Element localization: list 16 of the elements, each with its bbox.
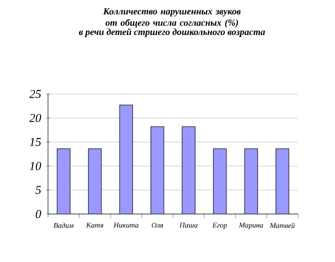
bar bbox=[150, 126, 164, 214]
bar bbox=[120, 105, 133, 214]
bar bbox=[244, 148, 258, 214]
y-tick-label: 0 bbox=[36, 210, 42, 218]
bar bbox=[57, 148, 70, 214]
bar bbox=[276, 148, 290, 214]
y-tick-label: 10 bbox=[30, 162, 42, 170]
y-tick-label: 25 bbox=[29, 90, 41, 98]
y-tick-label: 15 bbox=[30, 138, 41, 146]
y-tick-label: 5 bbox=[35, 186, 41, 194]
chart-title: Колличество нарушенных звуков от общего числа согласных (%) bbox=[103, 8, 241, 28]
y-tick-label: 20 bbox=[29, 114, 42, 122]
bar bbox=[88, 148, 102, 214]
chart-subtitle: в речи детей стршего дошкольного возраста bbox=[78, 28, 265, 37]
bar bbox=[213, 148, 226, 214]
bar bbox=[182, 126, 196, 214]
